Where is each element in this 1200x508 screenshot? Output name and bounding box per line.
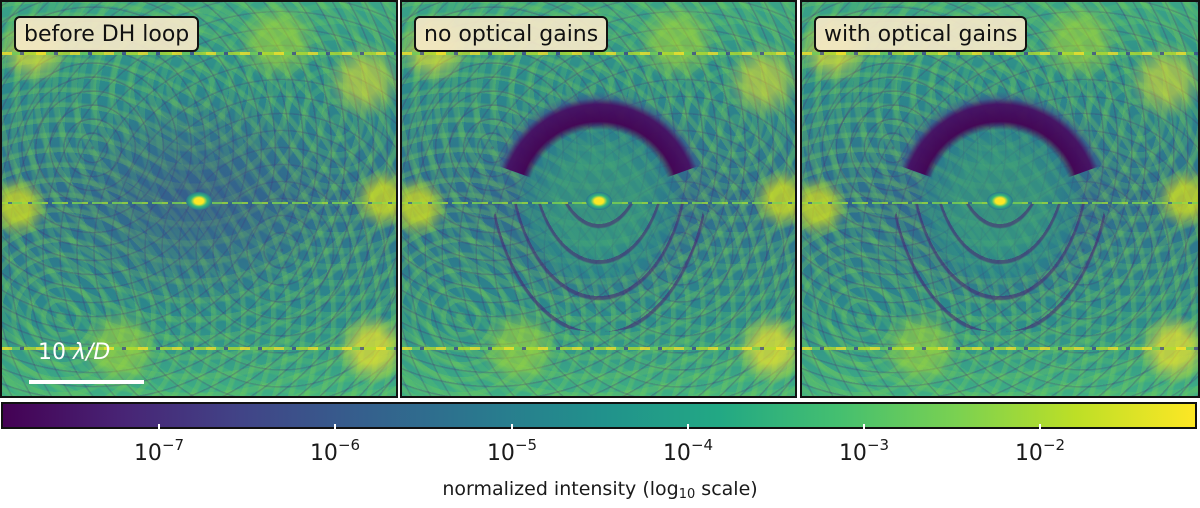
scalebar-unit: λ/D [73, 340, 111, 365]
colorbar-label-subscript: 10 [678, 487, 696, 502]
colorbar-tick-mark [334, 424, 336, 429]
tick-exponent: −4 [690, 436, 714, 454]
panel-before-dh-loop: before DH loop 10 λ/D [0, 0, 398, 398]
colorbar-tick-mark [158, 424, 160, 429]
tick-exponent: −5 [514, 436, 538, 454]
colorbar-label-suffix: scale) [695, 478, 758, 500]
colorbar-tick-label: 10−7 [134, 436, 184, 466]
colorbar-label-prefix: normalized intensity (log [442, 478, 679, 500]
panel-label: with optical gains [814, 16, 1028, 52]
psf-core [585, 192, 612, 210]
tick-exponent: −6 [337, 436, 361, 454]
panel-no-optical-gains: no optical gains [400, 0, 797, 398]
psf-core [987, 192, 1013, 210]
colorbar-tick-mark [1039, 424, 1041, 429]
tick-exponent: −7 [161, 436, 185, 454]
colorbar-tick-mark [863, 424, 865, 429]
tick-exponent: −3 [866, 436, 890, 454]
colorbar-tick-label: 10−4 [663, 436, 713, 466]
tick-base: 10 [1014, 441, 1043, 466]
dh-edge-top [2, 52, 396, 55]
scalebar [29, 380, 144, 384]
colorbar-tick-label: 10−6 [310, 436, 360, 466]
dh-edge-bottom [802, 347, 1198, 350]
tick-base: 10 [309, 441, 338, 466]
colorbar-tick-mark [511, 424, 513, 429]
panel-label: before DH loop [14, 16, 200, 52]
tick-base: 10 [133, 441, 162, 466]
panel-with-optical-gains: with optical gains [800, 0, 1200, 398]
colorbar-label: normalized intensity (log10 scale) [0, 478, 1200, 502]
tick-base: 10 [486, 441, 515, 466]
colorbar [1, 402, 1197, 429]
dh-edge-top [402, 52, 795, 55]
colorbar-tick-label: 10−3 [839, 436, 889, 466]
tick-base: 10 [662, 441, 691, 466]
tick-exponent: −2 [1042, 436, 1066, 454]
colorbar-tick-mark [687, 424, 689, 429]
dh-edge-bottom [402, 347, 795, 350]
scalebar-value: 10 [38, 340, 66, 365]
psf-core [186, 192, 212, 210]
dh-edge-bottom [2, 347, 396, 350]
panel-label: no optical gains [414, 16, 609, 52]
colorbar-tick-label: 10−5 [487, 436, 537, 466]
dh-edge-top [802, 52, 1198, 55]
scalebar-label: 10 λ/D [38, 340, 110, 365]
tick-base: 10 [838, 441, 867, 466]
colorbar-tick-label: 10−2 [1015, 436, 1065, 466]
